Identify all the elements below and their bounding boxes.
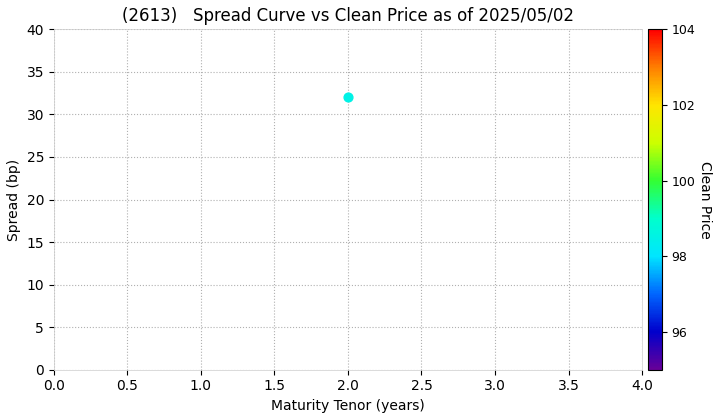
Title: (2613)   Spread Curve vs Clean Price as of 2025/05/02: (2613) Spread Curve vs Clean Price as of… [122, 7, 574, 25]
Y-axis label: Spread (bp): Spread (bp) [7, 158, 21, 241]
Y-axis label: Clean Price: Clean Price [698, 161, 712, 239]
X-axis label: Maturity Tenor (years): Maturity Tenor (years) [271, 399, 425, 413]
Point [342, 94, 354, 101]
